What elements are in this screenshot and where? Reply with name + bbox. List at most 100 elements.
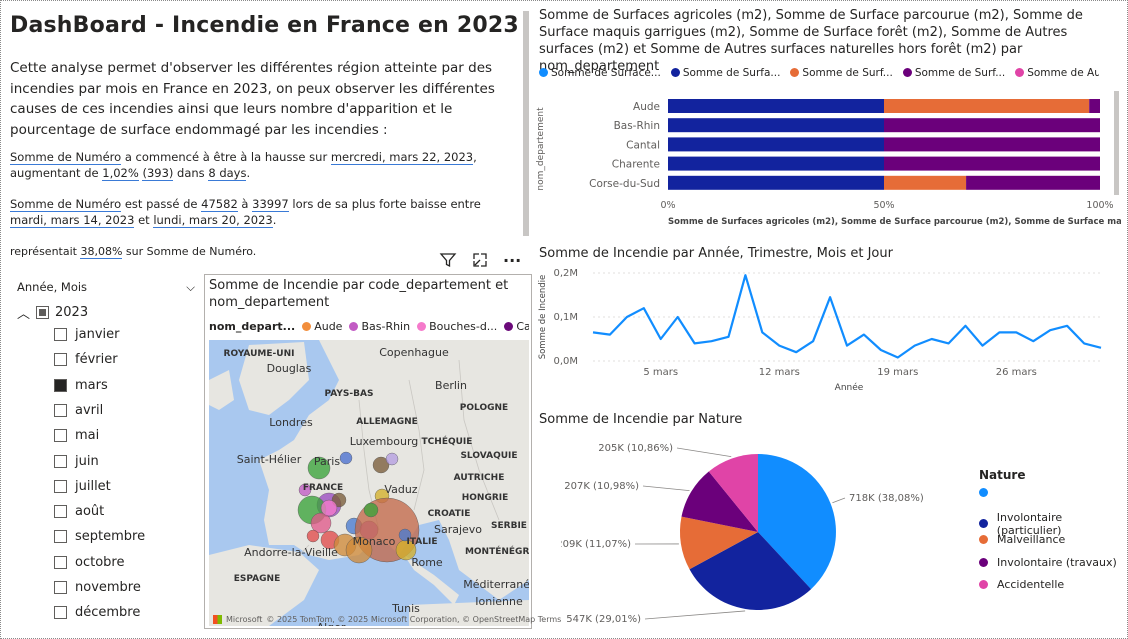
bar-chart[interactable]: nom_departement Aude Bas-Rhin Cantal Charent… xyxy=(531,89,1121,231)
bar-legend-item[interactable]: Somme de Aut... xyxy=(1015,67,1099,79)
pie-chart[interactable]: 718K (38,08%) 547K (29,01%) 209K (11,07%) 2… xyxy=(561,431,961,631)
slicer-month-item[interactable]: septembre xyxy=(54,529,145,544)
month-checkbox[interactable] xyxy=(54,581,67,594)
month-checkbox[interactable] xyxy=(54,403,67,417)
narrative-scrollbar[interactable] xyxy=(523,11,529,236)
narrative-value[interactable]: 33997 xyxy=(252,197,289,212)
map-bubble[interactable] xyxy=(398,528,412,542)
slicer-month-item[interactable]: janvier xyxy=(54,327,119,342)
slicer-month-item[interactable]: mai xyxy=(54,428,99,443)
month-checkbox[interactable] xyxy=(54,555,67,569)
pie-legend-item[interactable]: Involontaire (particulier) xyxy=(979,511,1127,537)
pie-legend-item[interactable]: Accidentelle xyxy=(979,578,1064,591)
line-chart[interactable]: 0,0M 0,1M 0,2M Somme de Incendie 5 mars 12 ma… xyxy=(531,263,1111,395)
narrative-value[interactable]: 38,08% xyxy=(80,245,123,259)
slicer-month-item[interactable]: juin xyxy=(54,454,99,469)
bar-segment[interactable] xyxy=(668,156,884,171)
slicer-month-item[interactable]: novembre xyxy=(54,580,141,595)
bar-legend-item[interactable]: Somme de Surf... xyxy=(790,67,893,79)
narrative-date[interactable]: mercredi, mars 22, 2023 xyxy=(330,150,474,165)
month-checkbox[interactable] xyxy=(54,353,67,367)
chevron-down-icon[interactable]: ⌵ xyxy=(186,280,195,294)
narrative-value[interactable]: 8 days xyxy=(208,166,247,181)
pie-slice[interactable] xyxy=(679,516,758,570)
map-legend-item[interactable]: Bouches-d... xyxy=(417,320,497,333)
narrative-date[interactable]: lundi, mars 20, 2023 xyxy=(153,213,273,228)
narrative-measure[interactable]: Somme de Numéro xyxy=(10,150,122,165)
month-checkbox[interactable] xyxy=(54,505,67,519)
pie-legend-item[interactable]: Involontaire (travaux) xyxy=(979,556,1117,569)
bar-segment[interactable] xyxy=(668,118,884,133)
map-canvas[interactable]: ROYAUME-UNI Copenhague Douglas Berlin PAYS-B… xyxy=(209,340,529,626)
slicer-month-item[interactable]: octobre xyxy=(54,555,124,570)
line-series[interactable] xyxy=(592,274,1102,359)
slicer-month-item[interactable]: février xyxy=(54,352,118,367)
bar-segment[interactable] xyxy=(668,99,884,113)
slicer-month-item[interactable]: avril xyxy=(54,403,103,418)
month-checkbox[interactable] xyxy=(54,378,67,392)
map-bubble[interactable] xyxy=(306,529,320,543)
more-options-icon[interactable]: ··· xyxy=(503,251,522,270)
map-bubble[interactable] xyxy=(298,483,312,497)
chevron-up-icon[interactable]: ︿ xyxy=(17,307,31,322)
month-checkbox[interactable] xyxy=(54,454,67,468)
slicer-month-item[interactable]: mars xyxy=(54,378,108,393)
pie-legend-item[interactable]: Malveillance xyxy=(979,533,1065,546)
month-label: février xyxy=(75,352,118,368)
bar-segment[interactable] xyxy=(884,99,1090,113)
year-checkbox[interactable] xyxy=(36,306,50,319)
slicer-header[interactable]: Année, Mois ⌵ xyxy=(17,280,195,295)
bar-segment[interactable] xyxy=(1089,99,1100,113)
legend-swatch xyxy=(979,488,988,497)
map-legend: nom_depart... Aude Bas-Rhin Bouches-d...… xyxy=(209,320,529,333)
bar-legend-item[interactable]: Somme de Surfa... xyxy=(670,67,780,79)
bar-legend-item[interactable]: Somme de Surf... xyxy=(902,67,1005,79)
month-checkbox[interactable] xyxy=(54,328,67,341)
map-visual[interactable] xyxy=(204,274,532,629)
pie-slice[interactable] xyxy=(681,471,759,533)
map-legend-item[interactable]: Bas-Rhin xyxy=(349,320,410,333)
map-bubble[interactable] xyxy=(320,499,338,517)
filter-icon[interactable] xyxy=(439,251,457,273)
narrative-value[interactable]: 47582 xyxy=(201,197,238,212)
narrative-measure[interactable]: Somme de Numéro xyxy=(10,197,122,212)
month-checkbox[interactable] xyxy=(54,530,67,544)
bar-segment[interactable] xyxy=(884,175,967,190)
pie-slice[interactable] xyxy=(758,454,836,590)
bar-segment[interactable] xyxy=(668,175,884,190)
pie-slice[interactable] xyxy=(708,454,758,532)
slicer-month-item[interactable]: décembre xyxy=(54,605,140,620)
map-bubble[interactable] xyxy=(339,451,353,465)
map-bubble[interactable] xyxy=(345,536,373,564)
map-attribution[interactable]: © 2025 TomTom, © 2025 Microsoft Corporat… xyxy=(266,615,562,624)
bar-segment[interactable] xyxy=(668,137,884,152)
map-bubble[interactable] xyxy=(363,502,379,518)
map-legend-item[interactable]: Cantal xyxy=(504,320,529,333)
month-checkbox[interactable] xyxy=(54,606,67,620)
map-bubble[interactable] xyxy=(385,452,399,466)
narrative-value[interactable]: 1,02% xyxy=(102,166,139,181)
bar-segment[interactable] xyxy=(966,175,1100,190)
slicer-year-row[interactable]: ︿ 2023 xyxy=(17,303,88,322)
slicer-month-item[interactable]: août xyxy=(54,504,104,519)
land-north-africa xyxy=(409,600,529,626)
map-bubble[interactable] xyxy=(307,456,331,480)
bar-legend-item[interactable]: Somme de Surface... xyxy=(539,67,661,79)
month-checkbox[interactable] xyxy=(54,429,67,443)
narrative-value[interactable]: (393) xyxy=(142,166,174,181)
narrative-date[interactable]: mardi, mars 14, 2023 xyxy=(10,213,135,228)
legend-swatch xyxy=(1015,68,1025,77)
pie-legend-item[interactable] xyxy=(979,488,997,497)
map-legend-item[interactable]: Aude xyxy=(302,320,342,333)
map-bubble[interactable] xyxy=(310,512,332,534)
focus-mode-icon[interactable] xyxy=(471,251,489,273)
month-checkbox[interactable] xyxy=(54,479,67,493)
slicer-month-item[interactable]: juillet xyxy=(54,479,111,494)
bar-segment[interactable] xyxy=(884,137,1100,152)
bar-segment[interactable] xyxy=(884,156,1100,171)
pie-slice[interactable] xyxy=(689,532,812,610)
bar-segment[interactable] xyxy=(884,118,1100,133)
map-bubble[interactable] xyxy=(372,456,390,474)
narrative-text: représentait xyxy=(10,245,81,258)
bar-chart-scrollbar[interactable] xyxy=(1114,91,1119,195)
